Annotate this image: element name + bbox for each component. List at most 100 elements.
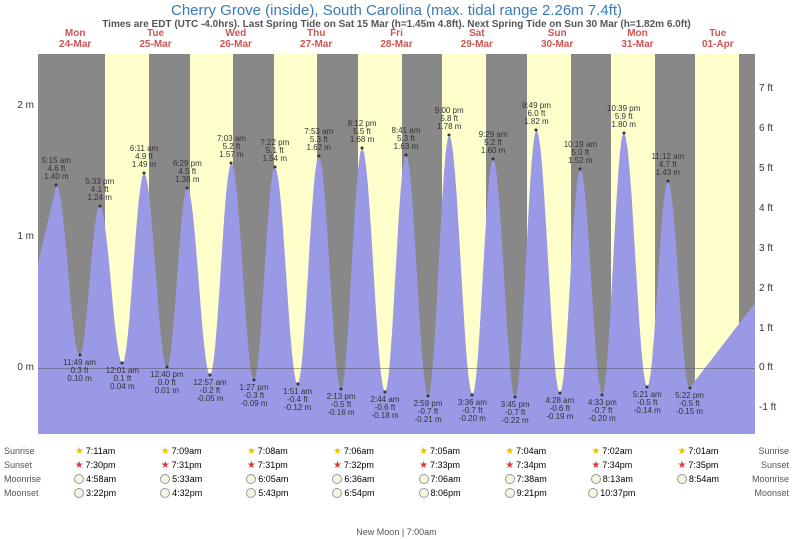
tide-point bbox=[165, 366, 168, 369]
tide-point bbox=[646, 385, 649, 388]
footer-cell: 10:37pm bbox=[569, 488, 655, 498]
footer-time: 6:05am bbox=[258, 474, 288, 484]
tide-label: 5:33 pm4.1 ft1.24 m bbox=[85, 178, 114, 202]
tide-point bbox=[78, 354, 81, 357]
footer-time: 7:01am bbox=[688, 446, 718, 456]
tide-point bbox=[601, 393, 604, 396]
footer-row-label-right: Sunset bbox=[741, 460, 789, 470]
footer-time: 7:38am bbox=[517, 474, 547, 484]
tide-point bbox=[384, 391, 387, 394]
tide-label: 10:39 pm5.9 ft1.80 m bbox=[607, 105, 640, 129]
footer-time: 8:13am bbox=[603, 474, 633, 484]
sunset-icon: ★ bbox=[505, 460, 514, 471]
sunrise-icon: ★ bbox=[505, 446, 514, 457]
tide-point bbox=[492, 157, 495, 160]
day-header: Mon24-Mar bbox=[35, 28, 115, 50]
tide-point bbox=[514, 396, 517, 399]
footer-cell: 6:54pm bbox=[310, 488, 396, 498]
footer-cell: ★7:30pm bbox=[52, 460, 138, 471]
footer-cell: 8:54am bbox=[655, 474, 741, 484]
footer-time: 6:36am bbox=[344, 474, 374, 484]
footer-time: 9:21pm bbox=[517, 488, 547, 498]
right-axis-tick: 1 ft bbox=[759, 323, 773, 334]
right-axis-tick: 3 ft bbox=[759, 243, 773, 254]
new-moon-label: New Moon | 7:00am bbox=[356, 527, 436, 537]
day-header: Sat29-Mar bbox=[437, 28, 517, 50]
sunset-icon: ★ bbox=[75, 460, 84, 471]
plot-area: 5:15 am4.6 ft1.40 m 11:49 am0.3 ft0.10 m 5… bbox=[38, 54, 755, 434]
footer-cell: ★7:05am bbox=[397, 446, 483, 457]
footer-time: 7:30pm bbox=[86, 460, 116, 470]
tide-label: 11:12 am4.7 ft1.43 m bbox=[651, 153, 684, 177]
tide-point bbox=[558, 392, 561, 395]
footer-time: 7:34pm bbox=[602, 460, 632, 470]
day-header: Sun30-Mar bbox=[517, 28, 597, 50]
footer-cell: ★7:33pm bbox=[397, 460, 483, 471]
tide-label: 10:19 am5.0 ft1.52 m bbox=[564, 141, 597, 165]
moon-icon bbox=[246, 488, 256, 498]
sunrise-icon: ★ bbox=[333, 446, 342, 457]
sunrise-icon: ★ bbox=[75, 446, 84, 457]
footer-cell: ★7:31pm bbox=[224, 460, 310, 471]
right-axis-tick: 6 ft bbox=[759, 123, 773, 134]
tide-label: 5:22 pm-0.5 ft-0.15 m bbox=[675, 392, 704, 416]
footer-cell: ★7:31pm bbox=[138, 460, 224, 471]
moon-icon bbox=[332, 474, 342, 484]
tide-label: 6:11 am4.9 ft1.49 m bbox=[130, 145, 158, 169]
tide-point bbox=[535, 129, 538, 132]
footer-time: 7:02am bbox=[602, 446, 632, 456]
tide-point bbox=[340, 388, 343, 391]
moon-icon bbox=[74, 488, 84, 498]
tide-point bbox=[361, 147, 364, 150]
moon-icon bbox=[505, 474, 515, 484]
tide-point bbox=[579, 168, 582, 171]
moon-icon bbox=[160, 488, 170, 498]
tide-label: 3:45 pm-0.7 ft-0.22 m bbox=[501, 401, 530, 425]
chart-title: Cherry Grove (inside), South Carolina (m… bbox=[0, 0, 793, 19]
moon-icon bbox=[677, 474, 687, 484]
day-header: Mon31-Mar bbox=[597, 28, 677, 50]
footer-row-label: Moonrise bbox=[4, 474, 52, 484]
day-header: Wed26-Mar bbox=[196, 28, 276, 50]
left-axis-tick: 0 m bbox=[17, 362, 34, 373]
footer-row-label-right: Moonrise bbox=[741, 474, 789, 484]
footer-cell: ★7:11am bbox=[52, 446, 138, 457]
footer-cell: 5:33am bbox=[138, 474, 224, 484]
footer-cell: ★7:06am bbox=[310, 446, 396, 457]
footer-time: 7:31pm bbox=[258, 460, 288, 470]
tide-point bbox=[666, 180, 669, 183]
moon-icon bbox=[246, 474, 256, 484]
moon-icon bbox=[419, 474, 429, 484]
tide-label: 5:15 am4.6 ft1.40 m bbox=[42, 157, 71, 181]
footer-row-label: Sunset bbox=[4, 460, 52, 470]
footer-time: 7:06am bbox=[431, 474, 461, 484]
footer-row-label: Sunrise bbox=[4, 446, 52, 456]
right-axis-tick: 7 ft bbox=[759, 83, 773, 94]
tide-point bbox=[296, 383, 299, 386]
left-axis-tick: 1 m bbox=[17, 231, 34, 242]
tide-label: 2:13 pm-0.5 ft-0.16 m bbox=[327, 393, 356, 417]
footer-cell: ★7:01am bbox=[655, 446, 741, 457]
footer-time: 7:09am bbox=[172, 446, 202, 456]
footer-time: 7:32pm bbox=[344, 460, 374, 470]
footer-time: 7:06am bbox=[344, 446, 374, 456]
tide-label: 6:29 pm4.5 ft1.38 m bbox=[173, 160, 202, 184]
tide-point bbox=[98, 205, 101, 208]
tide-point bbox=[427, 395, 430, 398]
footer-cell: ★7:32pm bbox=[310, 460, 396, 471]
sunrise-icon: ★ bbox=[247, 446, 256, 457]
footer-time: 4:32pm bbox=[172, 488, 202, 498]
right-axis-tick: 2 ft bbox=[759, 283, 773, 294]
footer-cell: 3:22pm bbox=[52, 488, 138, 498]
footer-time: 7:35pm bbox=[688, 460, 718, 470]
sunrise-icon: ★ bbox=[591, 446, 600, 457]
tide-label: 9:00 pm5.8 ft1.78 m bbox=[435, 107, 464, 131]
footer-cell: 6:05am bbox=[224, 474, 310, 484]
moon-icon bbox=[332, 488, 342, 498]
moon-icon bbox=[160, 474, 170, 484]
footer-moonrise: Moonrise4:58am5:33am6:05am6:36am7:06am7:… bbox=[0, 472, 793, 486]
moon-icon bbox=[74, 474, 84, 484]
sunset-icon: ★ bbox=[161, 460, 170, 471]
tide-label: 11:49 am0.3 ft0.10 m bbox=[63, 359, 96, 383]
footer-time: 7:33pm bbox=[430, 460, 460, 470]
